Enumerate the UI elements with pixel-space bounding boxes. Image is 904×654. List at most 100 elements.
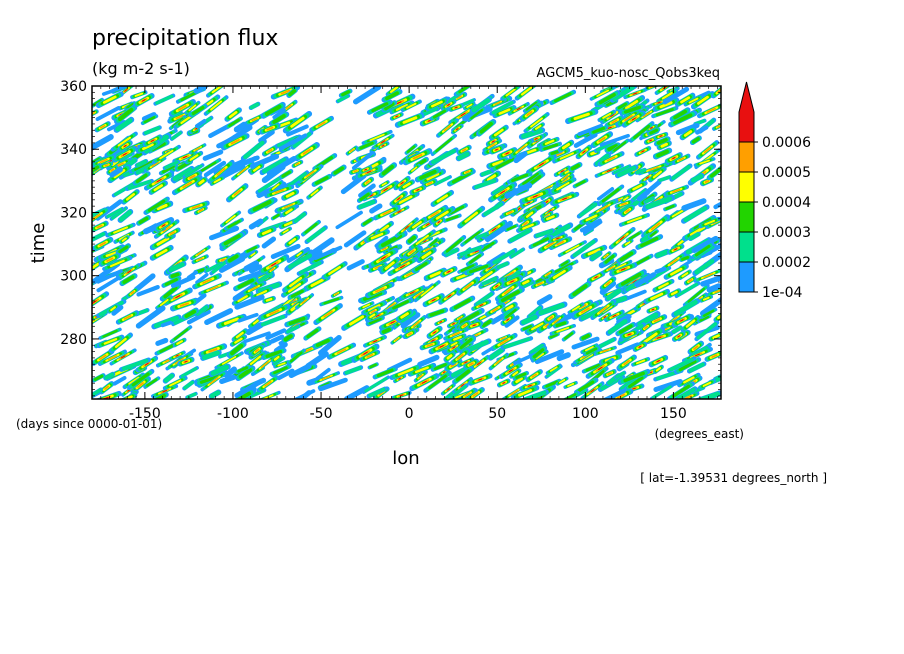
field-streak [109,166,124,178]
field-streak [209,377,219,385]
field-streak [571,336,600,350]
field-streak [704,219,716,226]
field-streak [462,324,467,328]
field-streak [346,259,365,271]
field-streak [289,351,303,363]
x-units-label: (degrees_east) [655,427,744,441]
field-streak [489,347,504,360]
field-streak [632,387,636,390]
slice-label: [ lat=-1.39531 degrees_north ] [640,471,827,485]
colorbar-label: 0.0003 [762,225,811,241]
field-streak [370,309,376,314]
field-streak [121,237,127,242]
field-streak [695,391,721,399]
field-streak [369,313,376,319]
field-streak [659,135,663,137]
colorbar: 1e-04 0.0002 0.0003 0.0004 0.0005 0.0006 [738,81,811,301]
field-streak [344,385,370,399]
field-streak [650,292,664,301]
field-streak [546,241,555,248]
field-streak [688,279,693,283]
field-streak [134,92,144,97]
field-streak [665,204,675,210]
field-streak [699,315,710,322]
field-streak [479,270,493,281]
field-streak [532,194,538,198]
colorbar-swatch [738,171,755,203]
field-streak [506,225,517,231]
y-tick-label: 360 [60,79,87,95]
field-streak [442,371,446,374]
field-streak [545,214,550,218]
field-streak [447,294,452,298]
field-streak [545,272,550,276]
field-streak [421,380,427,384]
field-streak [607,372,612,376]
field-streak [435,137,453,153]
field-streak [382,210,392,216]
field-streak [159,149,174,160]
field-streak [317,121,326,127]
field-streak [495,157,515,170]
field-streak [625,99,639,110]
field-streak [146,378,158,387]
field-streak [481,276,498,286]
field-streak [176,340,183,345]
field-streak [681,272,689,278]
field-streak [421,251,432,259]
field-streak [182,181,193,189]
field-streak [453,298,471,310]
field-streak [483,202,503,216]
field-streak [577,123,604,137]
field-streak [491,140,495,143]
field-streak [381,247,387,251]
field-streak [265,297,273,302]
field-streak [262,157,287,174]
field-streak [528,384,532,387]
field-streak [536,294,553,306]
field-streak [233,189,241,196]
field-streak [505,304,514,311]
field-streak [555,151,563,157]
field-streak [538,302,565,316]
field-streak [620,202,627,206]
field-streak [381,327,391,334]
field-streak [464,211,479,223]
field-streak [261,164,286,184]
field-streak [156,203,168,211]
field-streak [545,380,559,388]
field-streak [333,166,344,175]
field-streak [107,355,118,361]
field-streak [211,86,223,94]
field-streak [366,353,374,358]
precipitation-field [92,86,721,399]
field-streak [657,101,661,104]
field-streak [431,339,435,342]
field-streak [367,304,381,312]
field-streak [276,368,295,381]
field-streak [161,224,166,227]
colorbar-label: 0.0004 [762,195,811,211]
field-streak [492,249,516,265]
field-streak [426,172,440,181]
field-streak [310,189,319,197]
field-streak [178,105,187,111]
field-streak [460,383,465,387]
field-streak [234,378,264,398]
field-streak [565,244,580,253]
field-streak [288,253,313,269]
field-streak [658,175,671,182]
field-streak [458,86,471,94]
field-streak [210,364,229,376]
field-streak [142,143,154,151]
x-tick-label: 50 [488,406,506,422]
field-streak [375,287,385,293]
field-streak [481,319,492,328]
field-streak [191,204,201,209]
field-streak [615,342,640,356]
field-streak [601,188,620,203]
field-streak [498,108,511,115]
field-streak [522,324,532,331]
field-streak [128,376,140,385]
field-streak [512,371,519,377]
